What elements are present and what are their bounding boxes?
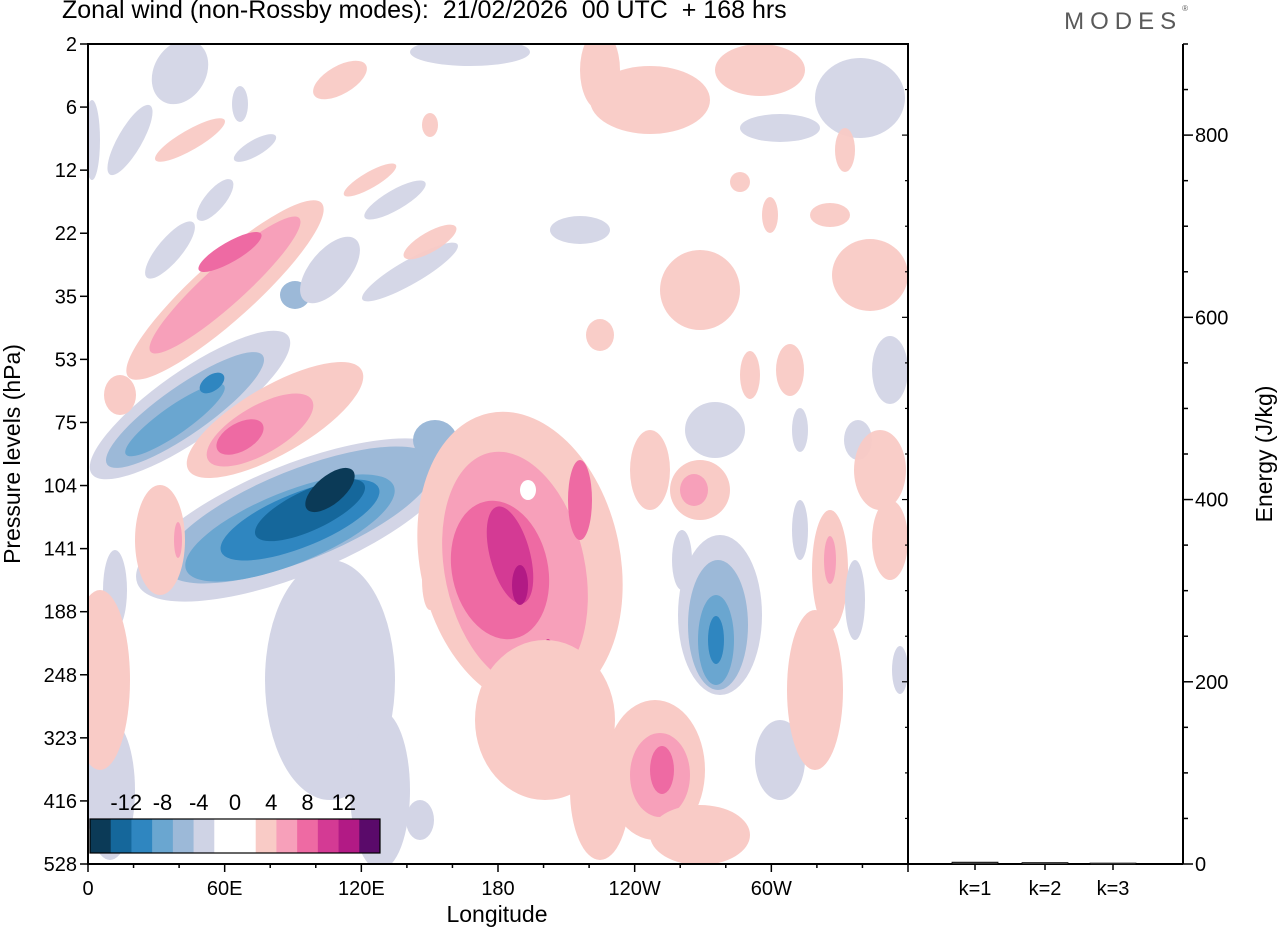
colorbar-swatch (317, 819, 340, 853)
energy-tick-label: 200 (1195, 672, 1228, 694)
colorbar-label: 4 (265, 790, 277, 815)
positive-lower-225 (605, 700, 750, 864)
energy-y-title: Energy (J/kg) (1251, 386, 1277, 523)
y-tick-label: 141 (44, 539, 77, 561)
negative-core-120e (136, 420, 457, 602)
y-tick-label: 6 (66, 97, 77, 119)
misc-negative-features (672, 500, 908, 694)
colorbar-label: 0 (229, 790, 241, 815)
colorbar-label: 12 (332, 790, 356, 815)
y-axis-pressure: 2 6 12 22 35 53 75 104 141 188 248 323 416 528 (44, 34, 88, 876)
colorbar-swatch (152, 819, 174, 853)
energy-panel: 0 200 400 600 800 k=1 k=2 k=3 Energy (J/kg) (902, 43, 1277, 900)
x-tick-label: 60E (207, 878, 243, 900)
y-tick-label: 22 (55, 223, 77, 245)
energy-category-label: k=2 (1029, 878, 1062, 900)
colorbar-swatch (172, 819, 195, 853)
x-tick-label: 60W (751, 878, 792, 900)
upper-pink-features (155, 44, 908, 580)
colorbar: -12 -8 -4 0 4 8 12 (89, 790, 381, 854)
y-tick-label: 248 (44, 665, 77, 687)
colorbar-label: 8 (301, 790, 313, 815)
colorbar-swatch (90, 819, 112, 853)
colorbar-swatch (297, 819, 319, 853)
logo-text: MODES (1064, 8, 1183, 35)
colorbar-swatch (255, 819, 277, 853)
y-axis-title: Pressure levels (hPa) (0, 344, 25, 564)
colorbar-label: -8 (153, 790, 173, 815)
heatmap-field (88, 44, 908, 864)
x-axis-longitude: 0 60E 120E 180 120W 60W (82, 864, 909, 900)
x-tick-label: 120E (338, 878, 385, 900)
energy-tick-label: 600 (1195, 307, 1228, 329)
y-tick-label: 416 (44, 791, 77, 813)
colorbar-swatch (193, 819, 215, 853)
positive-core-180 (417, 411, 630, 860)
energy-x-axis: k=1 k=2 k=3 (959, 864, 1130, 900)
colorbar-swatches (90, 819, 381, 853)
y-tick-label: 53 (55, 349, 77, 371)
x-tick-label: 120W (609, 878, 661, 900)
energy-category-label: k=1 (959, 878, 992, 900)
negative-core-130w (678, 535, 805, 800)
registered-mark: ® (1182, 4, 1188, 13)
upper-faint-features (88, 44, 908, 460)
energy-tick-label: 0 (1195, 854, 1206, 876)
y-tick-label: 12 (55, 160, 77, 182)
energy-tick-label: 800 (1195, 125, 1228, 147)
colorbar-swatch (110, 819, 132, 853)
colorbar-frame (89, 818, 381, 854)
colorbar-label: -12 (110, 790, 142, 815)
colorbar-swatch (276, 819, 298, 853)
y-tick-label: 75 (55, 412, 77, 434)
colorbar-swatch (338, 819, 360, 853)
energy-bar (1021, 862, 1069, 865)
colorbar-swatch (131, 819, 153, 853)
colorbar-swatch (359, 819, 381, 853)
y-tick-label: 528 (44, 854, 77, 876)
modes-logo: MODES® (1064, 4, 1188, 36)
x-tick-label: 0 (82, 878, 93, 900)
energy-category-label: k=3 (1097, 878, 1130, 900)
chart-title: Zonal wind (non-Rossby modes): 21/02/202… (62, 0, 787, 24)
upper-pink-band (126, 200, 324, 380)
x-tick-label: 180 (481, 878, 514, 900)
colorbar-swatch (214, 819, 236, 853)
energy-bar (951, 861, 999, 865)
energy-y-axis: 0 200 400 600 800 (902, 43, 1228, 876)
colorbar-swatch (235, 819, 257, 853)
y-tick-label: 104 (44, 476, 77, 498)
y-tick-label: 188 (44, 602, 77, 624)
colorbar-label: -4 (189, 790, 209, 815)
y-tick-label: 323 (44, 728, 77, 750)
upper-blue-band (89, 236, 360, 480)
x-axis-title: Longitude (446, 901, 547, 927)
y-tick-label: 2 (66, 34, 77, 56)
misc-positive-features (88, 460, 848, 770)
y-tick-label: 35 (55, 286, 77, 308)
mid-pink-band (104, 361, 364, 479)
energy-tick-label: 400 (1195, 490, 1228, 512)
